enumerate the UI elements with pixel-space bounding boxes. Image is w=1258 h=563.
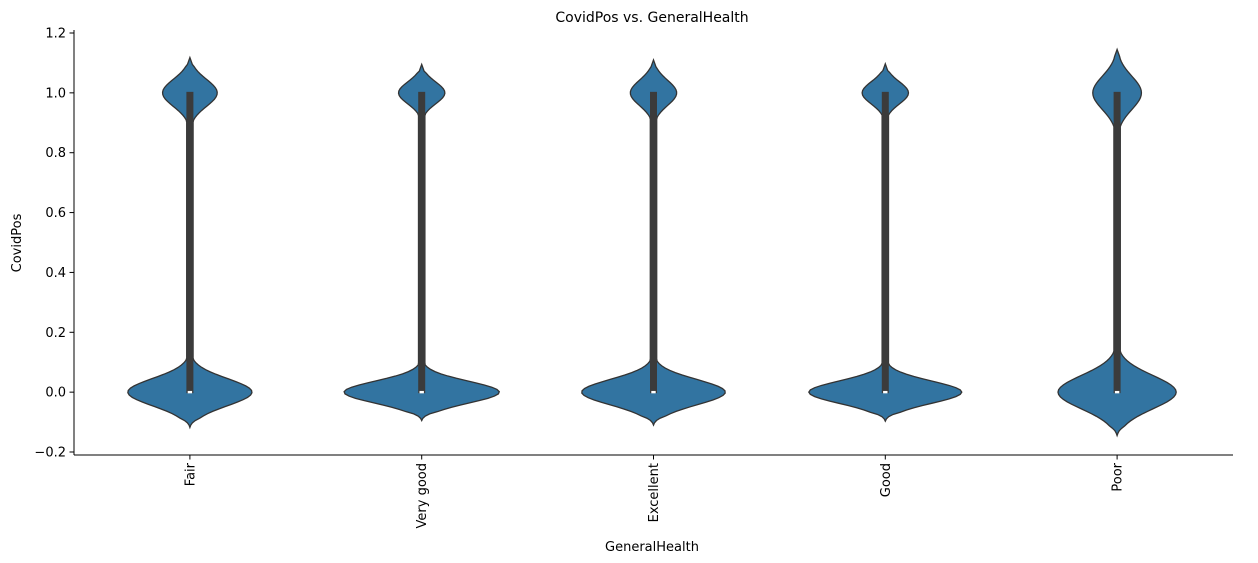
violin-good <box>808 61 963 423</box>
x-tick-label: Good <box>879 463 894 497</box>
chart-title: CovidPos vs. GeneralHealth <box>555 10 748 26</box>
violin-median <box>651 390 656 394</box>
violin-very-good <box>343 62 501 423</box>
violin-excellent <box>581 57 726 427</box>
violin-median <box>1114 390 1120 394</box>
violin-iqr-box <box>650 91 657 394</box>
y-tick-label: 0.6 <box>45 206 66 221</box>
y-axis-label: CovidPos <box>10 213 25 272</box>
violin-iqr-box <box>881 91 889 394</box>
violins-layer <box>127 47 1177 438</box>
violin-median <box>883 390 888 394</box>
axes-layer: −0.2 0.0 0.2 0.4 0.6 0.8 1.0 1.2 Fair Very good Ex… <box>34 26 1233 528</box>
y-tick-label: 0.8 <box>45 146 66 161</box>
violin-poor <box>1057 47 1177 438</box>
y-tick-label: 0.0 <box>45 386 66 401</box>
y-tick-label: 1.2 <box>45 26 66 41</box>
violin-iqr-box <box>186 91 194 394</box>
violin-median <box>187 390 193 394</box>
violin-median <box>419 390 424 394</box>
x-tick-label: Excellent <box>647 463 662 522</box>
y-tick-label: −0.2 <box>34 446 66 461</box>
violin-iqr-box <box>1113 91 1121 394</box>
x-tick-label: Fair <box>183 462 198 486</box>
y-tick-label: 1.0 <box>45 86 66 101</box>
y-tick-label: 0.2 <box>45 326 66 341</box>
violin-iqr-box <box>418 91 426 394</box>
x-tick-label: Very good <box>415 463 430 528</box>
x-tick-label: Poor <box>1111 462 1126 491</box>
y-tick-label: 0.4 <box>45 266 66 281</box>
violin-fair <box>127 55 253 430</box>
x-axis-label: GeneralHealth <box>605 540 699 555</box>
